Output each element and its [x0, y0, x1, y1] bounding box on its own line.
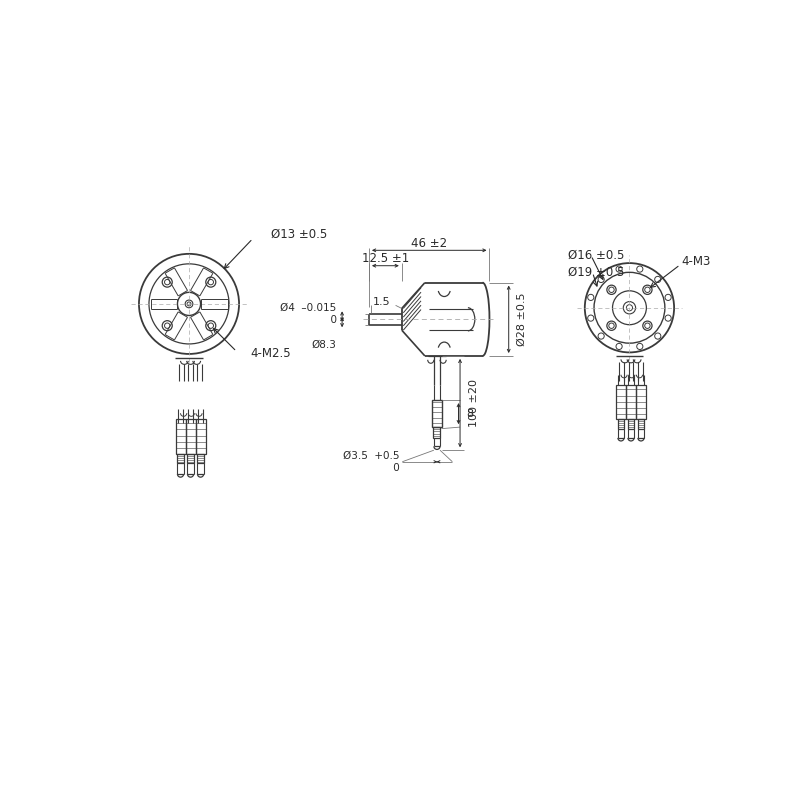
Bar — [195, 419, 206, 454]
Bar — [636, 385, 646, 419]
Bar — [432, 400, 442, 427]
Text: Ø28 ±0.5: Ø28 ±0.5 — [517, 293, 527, 346]
Bar — [197, 454, 204, 463]
Text: 4-M3: 4-M3 — [682, 255, 711, 268]
Text: Ø8.3: Ø8.3 — [312, 339, 337, 350]
Bar — [187, 454, 194, 463]
Text: Ø4  –0.015
          0: Ø4 –0.015 0 — [281, 303, 337, 325]
Text: Ø13 ±0.5: Ø13 ±0.5 — [270, 228, 327, 241]
Text: 100 ±20: 100 ±20 — [469, 379, 478, 427]
Text: 4-M2.5: 4-M2.5 — [250, 347, 291, 361]
Bar — [434, 427, 441, 438]
Bar — [186, 419, 195, 454]
Bar — [175, 419, 186, 454]
Bar — [627, 419, 634, 429]
Text: 46 ±2: 46 ±2 — [411, 237, 447, 250]
Text: Ø19 ±0.5: Ø19 ±0.5 — [568, 266, 624, 279]
Bar — [638, 419, 645, 429]
Bar — [616, 385, 626, 419]
Bar — [177, 454, 184, 463]
Bar — [618, 419, 625, 429]
Text: Ø3.5  +0.5
             0: Ø3.5 +0.5 0 — [343, 451, 400, 473]
Bar — [626, 385, 636, 419]
Text: 8: 8 — [466, 409, 474, 418]
Text: Ø16 ±0.5: Ø16 ±0.5 — [568, 249, 624, 262]
Text: 1.5: 1.5 — [373, 297, 390, 306]
Text: 12.5 ±1: 12.5 ±1 — [362, 252, 409, 266]
